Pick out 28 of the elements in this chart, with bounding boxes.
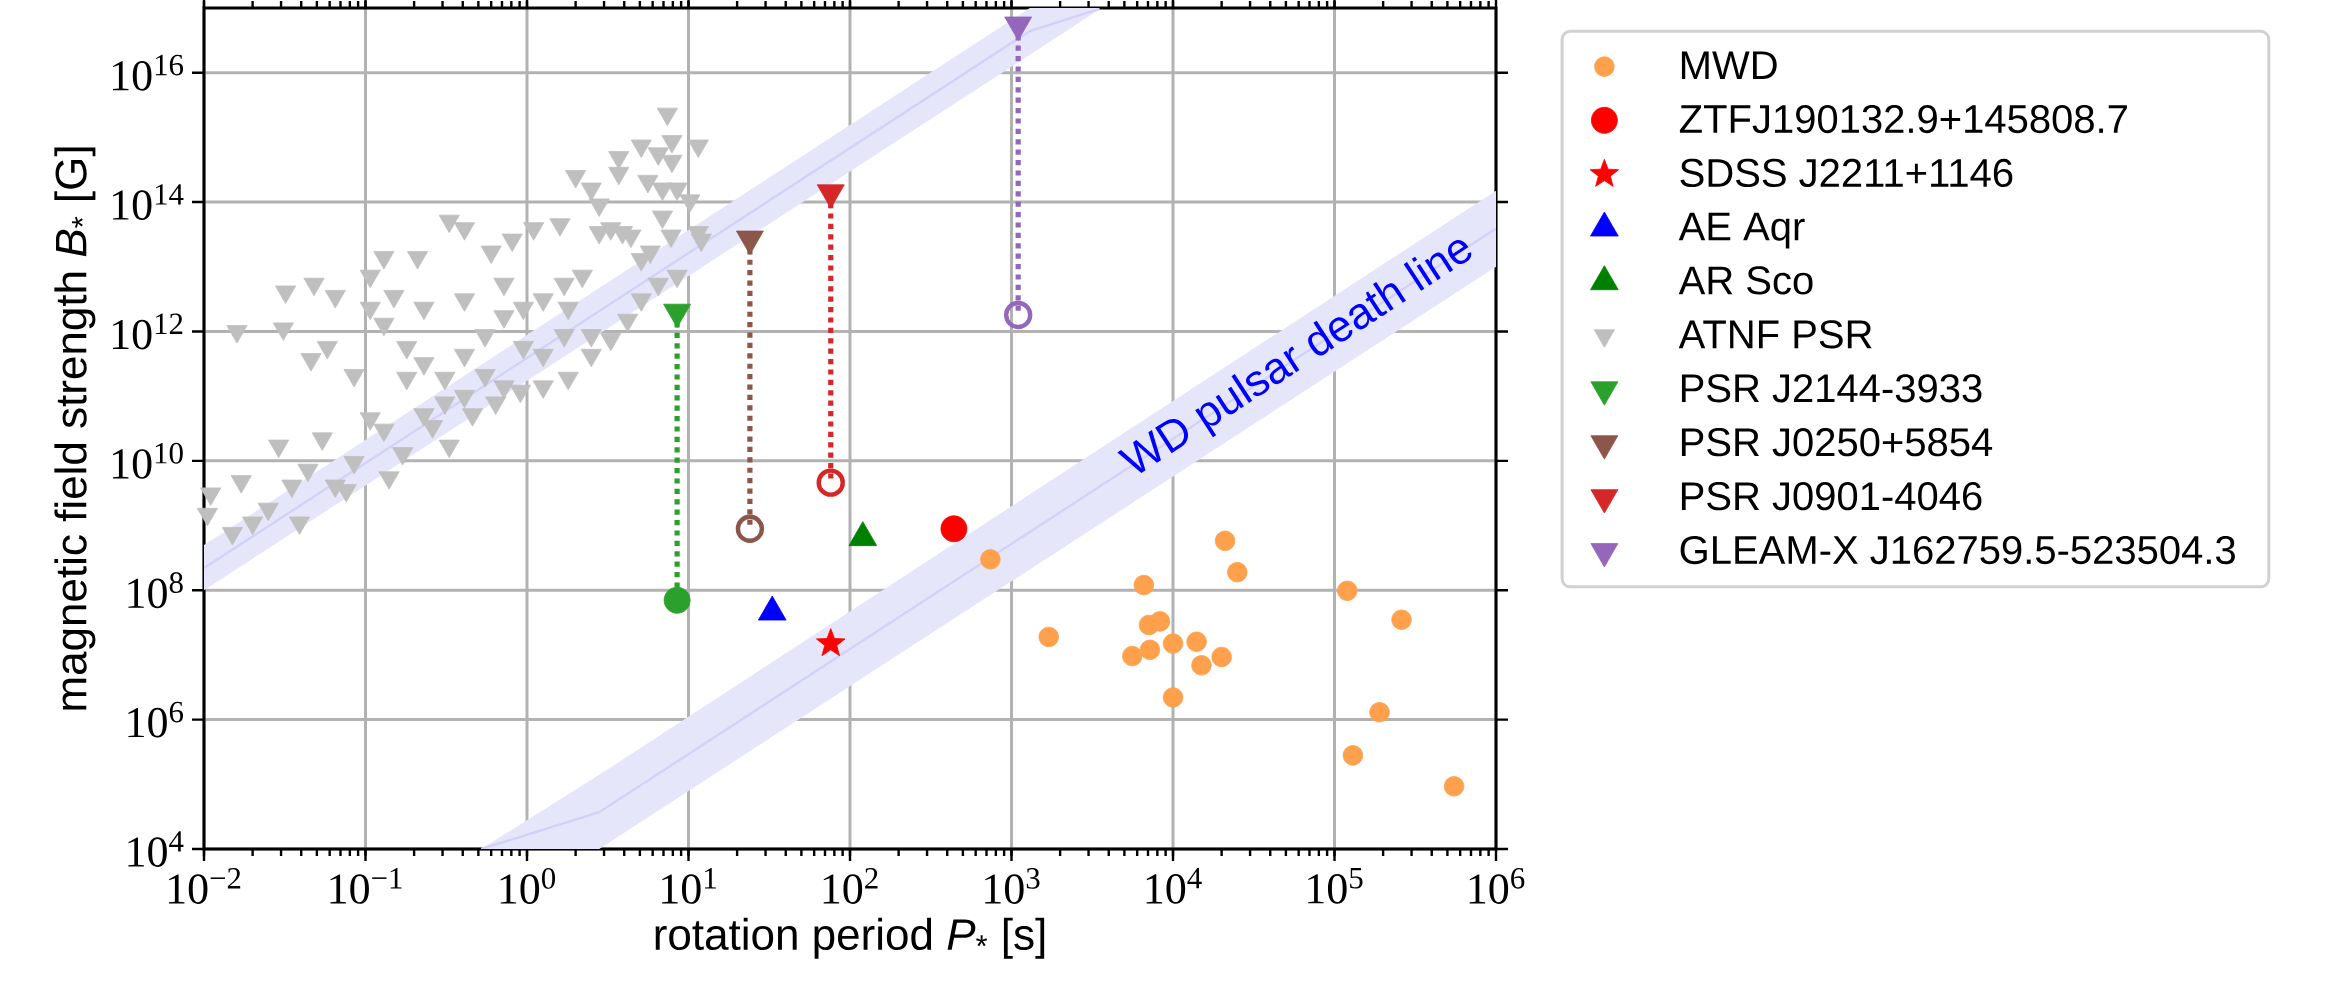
x-tick-label: 10$^{0}$ bbox=[500, 868, 556, 905]
x-tick-label: 10$^{−1}$ bbox=[330, 868, 402, 904]
legend-label: MWD bbox=[1681, 51, 1777, 79]
y-tick-label: 10$^{14}$ bbox=[112, 184, 184, 220]
x-tick-label: 10$^{1}$ bbox=[662, 868, 716, 904]
legend-label: SDSS J2211+1146 bbox=[1680, 158, 2013, 188]
x-tick-label: 10$^{2}$ bbox=[823, 868, 878, 904]
legend-label: AE Aqr bbox=[1678, 212, 1805, 249]
legend-label: PSR J0250+5854 bbox=[1681, 428, 1993, 457]
legend-label: GLEAM-X J162759.5-523504.3 bbox=[1680, 535, 2235, 565]
legend-label: AR Sco bbox=[1678, 266, 1813, 295]
x-tick-label: 10$^{5}$ bbox=[1308, 868, 1363, 904]
x-tick-label: 10$^{6}$ bbox=[1469, 868, 1525, 904]
legend-label: PSR J0901-4046 bbox=[1681, 482, 1982, 511]
legend-label: PSR J2144-3933 bbox=[1681, 374, 1982, 403]
y-tick-label: 10$^{6}$ bbox=[128, 701, 184, 738]
x-axis-title: rotation period P$_{*}$ [s] bbox=[655, 917, 1045, 959]
legend-label: ZTFJ190132.9+145808.7 bbox=[1679, 104, 2127, 134]
y-axis-title: magnetic field strength B$_{*}$ [G] bbox=[54, 147, 96, 710]
y-tick-label: 10$^{16}$ bbox=[112, 54, 184, 91]
legend-label: ATNF PSR bbox=[1678, 320, 1872, 349]
x-tick-label: 10$^{4}$ bbox=[1146, 868, 1202, 904]
x-tick-label: 10$^{3}$ bbox=[985, 868, 1040, 904]
y-tick-label: 10$^{10}$ bbox=[112, 442, 183, 479]
y-tick-label: 10$^{4}$ bbox=[128, 831, 184, 867]
x-tick-label: 10$^{−2}$ bbox=[168, 868, 241, 904]
y-tick-label: 10$^{8}$ bbox=[128, 572, 183, 609]
y-tick-label: 10$^{12}$ bbox=[112, 313, 183, 350]
